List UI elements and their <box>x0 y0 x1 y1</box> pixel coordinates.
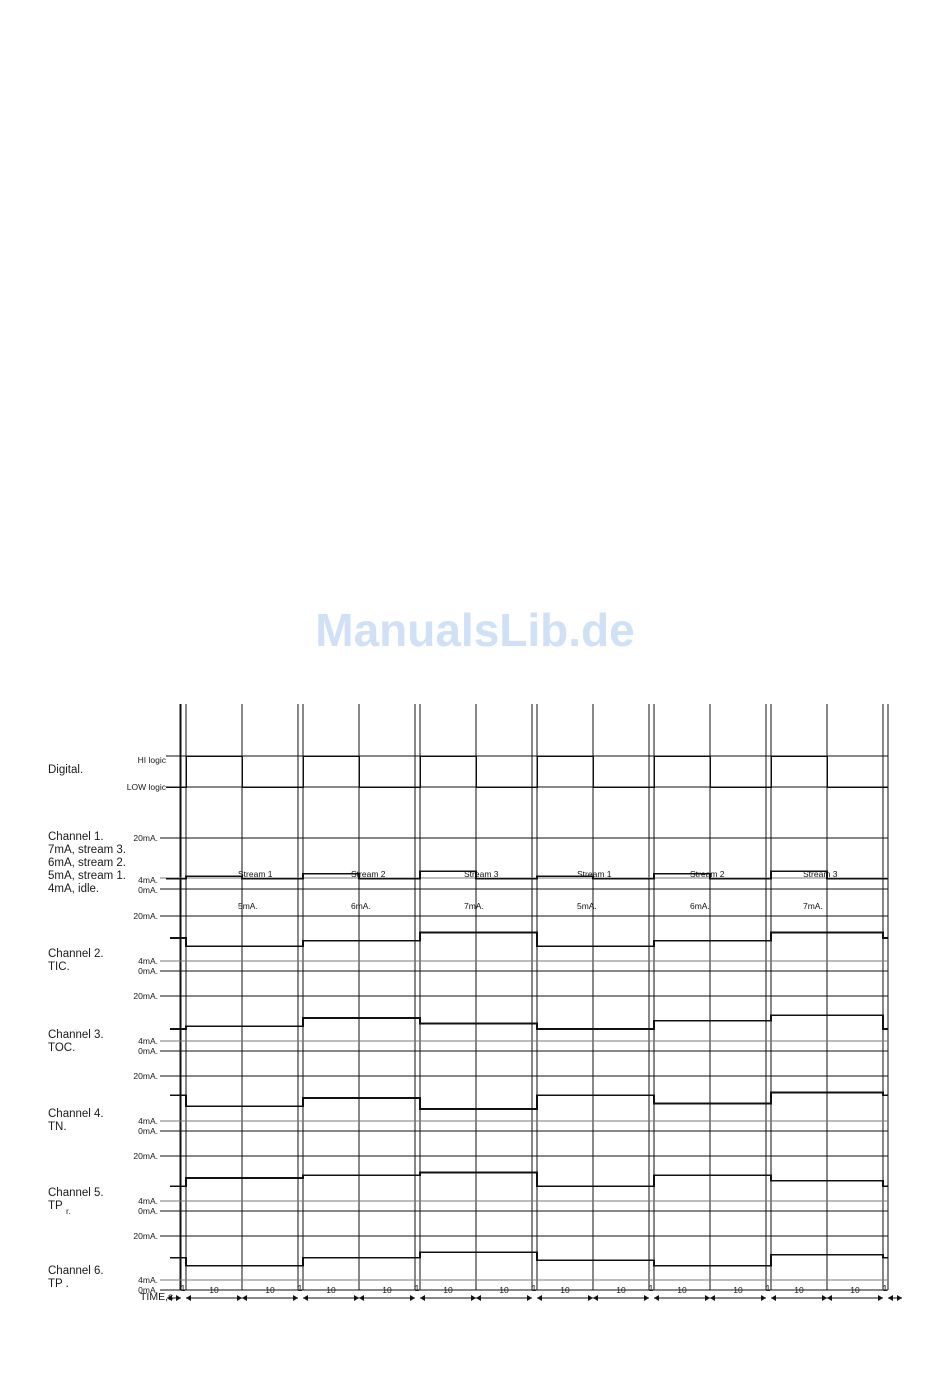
ylabel-ch4-0mA: 0mA. <box>138 1126 158 1136</box>
stream-annotation-4-value: 5mA. <box>577 900 597 911</box>
stream-annotation-5: Stream 2 6mA. <box>690 848 725 932</box>
time-tick-label: 10 <box>326 1285 336 1295</box>
row-label-channel1-line1: Channel 1. <box>48 831 104 843</box>
stream-annotation-2-title: Stream 2 <box>351 869 386 879</box>
time-tick-label-short: 1 <box>297 1283 303 1293</box>
row-label-channel4-line2: TN. <box>48 1121 67 1133</box>
time-axis-arrows <box>167 1295 902 1301</box>
time-tick-label-short: 1 <box>648 1283 654 1293</box>
row-label-channel1-line4: 5mA, stream 1. <box>48 870 126 882</box>
row-label-channel4-line1: Channel 4. <box>48 1108 104 1120</box>
time-tick-label: 10 <box>677 1285 687 1295</box>
stream-annotation-3: Stream 3 7mA. <box>464 848 499 932</box>
watermark-manualslib: ManualsLib.de <box>315 604 635 656</box>
time-tick-label-short: 1 <box>414 1283 420 1293</box>
row-label-digital: Digital. <box>48 764 84 776</box>
row-label-channel5-subscript: r. <box>66 1206 71 1216</box>
row-label-channel6-line2: TP . <box>48 1278 69 1290</box>
ylabel-ch1-0mA: 0mA. <box>138 885 158 895</box>
ylabel-digital-hi: HI logic <box>137 755 166 765</box>
waveform-traces <box>166 755 888 1267</box>
stream-annotation-4-title: Stream 1 <box>577 869 612 879</box>
row-label-channel1-line3: 6mA, stream 2. <box>48 857 126 869</box>
time-tick-label: 10 <box>733 1285 743 1295</box>
row-label-channel2-line2: TIC. <box>48 961 70 973</box>
ylabel-ch2-20mA: 20mA. <box>133 911 158 921</box>
time-tick-label: 10 <box>499 1285 509 1295</box>
ylabel-ch3-0mA: 0mA. <box>138 1046 158 1056</box>
time-tick-label: 10 <box>443 1285 453 1295</box>
ylabel-digital-low: LOW logic <box>126 782 166 792</box>
stream-annotation-2: Stream 2 6mA. <box>351 848 386 932</box>
row-label-channel6-line1: Channel 6. <box>48 1265 104 1277</box>
ylabel-ch2-4mA: 4mA. <box>138 956 158 966</box>
time-tick-label-short: 1 <box>180 1283 186 1293</box>
stream-annotation-1-title: Stream 1 <box>238 869 273 879</box>
row-label-channel5-line2: TP <box>48 1200 63 1212</box>
ylabel-ch3-4mA: 4mA. <box>138 1036 158 1046</box>
ylabel-ch5-0mA: 0mA. <box>138 1206 158 1216</box>
ylabel-ch6-20mA: 20mA. <box>133 1231 158 1241</box>
ylabel-ch4-4mA: 4mA. <box>138 1116 158 1126</box>
time-tick-label-short: 1 <box>531 1283 537 1293</box>
ylabel-ch6-4mA: 4mA. <box>138 1275 158 1285</box>
time-tick-label: 10 <box>850 1285 860 1295</box>
time-tick-label: 10 <box>209 1285 219 1295</box>
stream-annotation-1: Stream 1 5mA. <box>238 848 273 932</box>
stream-annotation-5-value: 6mA. <box>690 900 710 911</box>
ylabel-ch1-20mA: 20mA. <box>133 833 158 843</box>
ylabel-ch4-20mA: 20mA. <box>133 1071 158 1081</box>
time-tick-label: 10 <box>265 1285 275 1295</box>
row-label-channel5-line1: Channel 5. <box>48 1187 104 1199</box>
stream-annotation-6: Stream 3 7mA. <box>803 848 838 932</box>
ylabel-ch3-20mA: 20mA. <box>133 991 158 1001</box>
time-tick-label: 10 <box>616 1285 626 1295</box>
ylabel-ch2-0mA: 0mA. <box>138 966 158 976</box>
time-tick-label-short: 1 <box>765 1283 771 1293</box>
stream-annotation-5-title: Stream 2 <box>690 869 725 879</box>
stream-annotation-4: Stream 1 5mA. <box>577 848 612 932</box>
timing-diagram-canvas <box>160 704 902 1301</box>
stream-annotation-3-title: Stream 3 <box>464 869 499 879</box>
stream-annotation-3-value: 7mA. <box>464 900 484 911</box>
time-tick-label: 10 <box>560 1285 570 1295</box>
row-label-channel1-line2: 7mA, stream 3. <box>48 844 126 856</box>
stream-annotation-6-value: 7mA. <box>803 900 823 911</box>
row-label-channel3-line1: Channel 3. <box>48 1029 104 1041</box>
stream-annotation-2-value: 6mA. <box>351 900 371 911</box>
timing-diagram: Digital. Channel 1. 7mA, stream 3. 6mA, … <box>0 690 950 1350</box>
ylabel-ch5-4mA: 4mA. <box>138 1196 158 1206</box>
time-tick-label-short: 1 <box>882 1283 888 1293</box>
time-tick-label: 10 <box>794 1285 804 1295</box>
ylabel-ch5-20mA: 20mA. <box>133 1151 158 1161</box>
row-label-channel1-line5: 4mA, idle. <box>48 883 100 895</box>
time-tick-label: 10 <box>382 1285 392 1295</box>
ylabel-ch6-0mA: 0mA. <box>138 1285 158 1295</box>
ylabel-ch1-4mA: 4mA. <box>138 875 158 885</box>
row-label-channel2-line1: Channel 2. <box>48 948 104 960</box>
stream-annotation-6-title: Stream 3 <box>803 869 838 879</box>
grid-vertical-lines <box>179 704 889 1290</box>
stream-annotation-1-value: 5mA. <box>238 900 258 911</box>
time-axis-label: TIME,s <box>140 1291 174 1303</box>
row-label-channel3-line2: TOC. <box>48 1042 76 1054</box>
